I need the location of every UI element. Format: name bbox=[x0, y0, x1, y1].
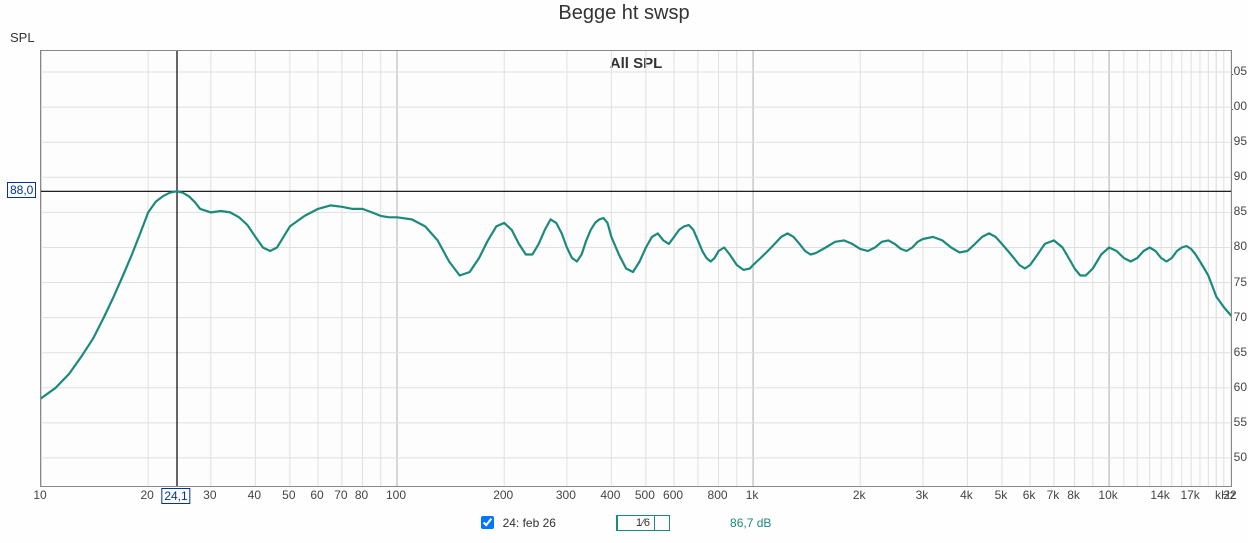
x-tick: 400 bbox=[600, 488, 620, 502]
chart-title: Begge ht swsp bbox=[0, 2, 1248, 25]
smoothing-box[interactable]: 1⁄6 bbox=[616, 515, 670, 531]
cursor-y-readout: 88,0 bbox=[7, 182, 36, 198]
x-tick: 10 bbox=[33, 488, 46, 502]
x-tick: 2k bbox=[853, 488, 866, 502]
x-tick: 500 bbox=[635, 488, 655, 502]
x-tick: 70 bbox=[334, 488, 347, 502]
x-tick: 8k bbox=[1067, 488, 1080, 502]
chart-container: Begge ht swsp SPL 5055606570758085909510… bbox=[0, 0, 1248, 543]
x-tick: 5k bbox=[995, 488, 1008, 502]
x-tick: 14k bbox=[1150, 488, 1169, 502]
smoothing-label: 1⁄6 bbox=[632, 517, 654, 529]
x-tick: 4k bbox=[960, 488, 973, 502]
x-tick: 40 bbox=[248, 488, 261, 502]
x-tick: 80 bbox=[355, 488, 368, 502]
x-axis-unit: kHz bbox=[1215, 488, 1236, 502]
legend-checkbox[interactable] bbox=[481, 516, 494, 529]
x-tick: 800 bbox=[708, 488, 728, 502]
x-tick: 3k bbox=[916, 488, 929, 502]
x-tick: 30 bbox=[203, 488, 216, 502]
legend-measurement-label: 24: feb 26 bbox=[503, 516, 556, 530]
x-tick: 200 bbox=[493, 488, 513, 502]
plot-area[interactable]: All SPL bbox=[40, 50, 1232, 487]
x-tick: 300 bbox=[556, 488, 576, 502]
legend-level: 86,7 dB bbox=[730, 516, 771, 530]
x-tick: 10k bbox=[1098, 488, 1117, 502]
legend-smoothing[interactable]: 1⁄6 bbox=[616, 515, 670, 531]
plot-svg bbox=[41, 51, 1231, 486]
x-tick: 1k bbox=[746, 488, 759, 502]
legend-measurement[interactable]: 24: feb 26 bbox=[477, 513, 556, 532]
x-tick: 17k bbox=[1180, 488, 1199, 502]
legend-row: 24: feb 26 1⁄6 86,7 dB bbox=[0, 513, 1248, 532]
x-tick: 6k bbox=[1023, 488, 1036, 502]
cursor-x-readout: 24,1 bbox=[161, 488, 190, 504]
x-tick: 7k bbox=[1047, 488, 1060, 502]
y-axis-label: SPL bbox=[10, 30, 35, 45]
legend-level-label: 86,7 dB bbox=[730, 516, 771, 530]
x-tick: 20 bbox=[140, 488, 153, 502]
x-tick: 600 bbox=[663, 488, 683, 502]
x-tick: 50 bbox=[282, 488, 295, 502]
x-tick: 100 bbox=[386, 488, 406, 502]
x-tick: 60 bbox=[310, 488, 323, 502]
